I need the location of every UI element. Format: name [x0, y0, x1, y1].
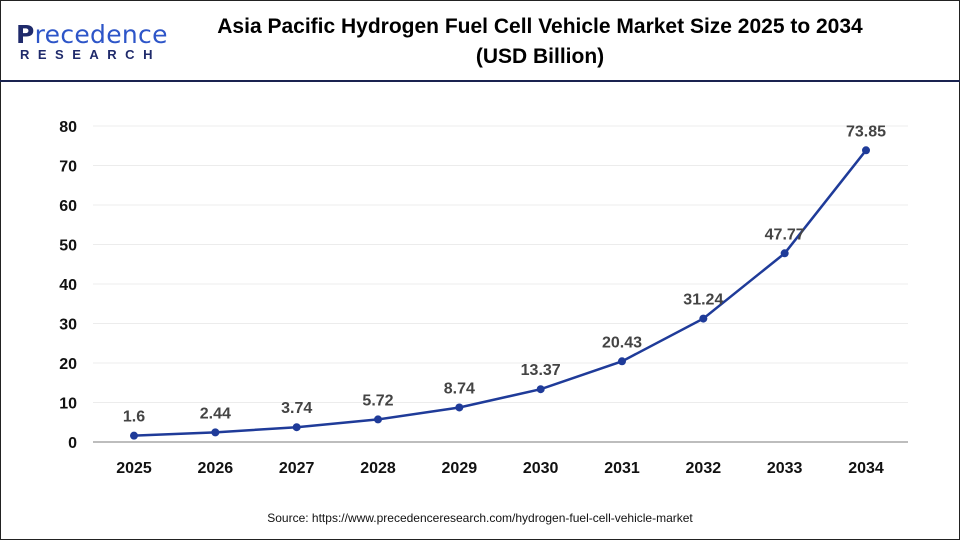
y-tick-label: 40 [59, 277, 77, 294]
data-point [618, 357, 626, 366]
data-label: 5.72 [362, 392, 393, 409]
y-tick-label: 10 [59, 396, 77, 413]
precedence-research-logo: Precedence RESEARCH [16, 20, 168, 62]
data-label: 47.77 [765, 226, 805, 243]
data-point [374, 415, 382, 424]
data-label: 31.24 [683, 292, 723, 309]
data-label: 2.44 [200, 405, 231, 422]
data-label: 3.74 [281, 400, 312, 417]
x-tick-label: 2034 [848, 460, 884, 477]
data-label: 8.74 [444, 380, 475, 397]
x-tick-label: 2029 [442, 460, 478, 477]
data-point [699, 314, 708, 323]
data-point [455, 403, 464, 412]
data-point [536, 385, 545, 394]
data-label: 1.6 [123, 409, 145, 426]
data-point [862, 146, 870, 155]
x-tick-label: 2033 [767, 460, 803, 477]
y-tick-label: 0 [68, 435, 77, 452]
y-tick-label: 60 [59, 198, 77, 215]
y-tick-label: 70 [59, 159, 77, 176]
title-line-2: (USD Billion) [475, 45, 605, 68]
data-point [292, 423, 301, 432]
source-note: Source: https://www.precedenceresearch.c… [267, 511, 693, 525]
chart-title: Asia Pacific Hydrogen Fuel Cell Vehicle … [170, 12, 910, 72]
y-tick-label: 20 [59, 356, 77, 373]
y-tick-label: 30 [59, 317, 77, 334]
data-point [130, 431, 138, 440]
x-tick-label: 2028 [360, 460, 396, 477]
x-tick-label: 2031 [604, 460, 640, 477]
x-tick-label: 2032 [686, 460, 722, 477]
x-tick-label: 2025 [116, 460, 152, 477]
x-tick-label: 2030 [523, 460, 559, 477]
y-tick-label: 80 [59, 119, 77, 136]
data-label: 20.43 [602, 334, 642, 351]
series-line [133, 149, 867, 437]
header: Precedence RESEARCH Asia Pacific Hydroge… [0, 0, 960, 82]
x-tick-label: 2027 [279, 460, 315, 477]
data-label: 13.37 [521, 362, 561, 379]
title-line-1: Asia Pacific Hydrogen Fuel Cell Vehicle … [217, 15, 863, 38]
x-tick-label: 2026 [198, 460, 234, 477]
data-point [211, 428, 220, 437]
data-point [780, 249, 789, 258]
data-label: 73.85 [846, 123, 886, 140]
y-tick-label: 50 [59, 238, 77, 255]
